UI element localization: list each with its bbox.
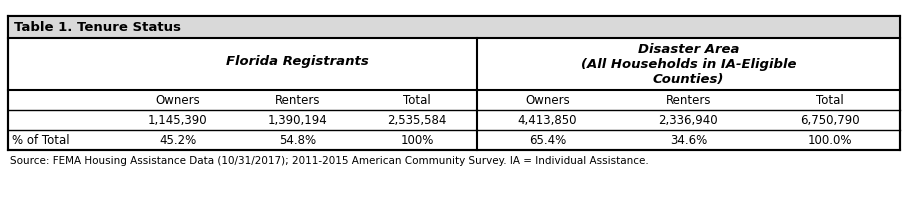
Text: % of Total: % of Total	[12, 134, 70, 147]
Text: 4,413,850: 4,413,850	[518, 113, 577, 126]
Text: 6,750,790: 6,750,790	[800, 113, 859, 126]
Text: Source: FEMA Housing Assistance Data (10/31/2017); 2011-2015 American Community : Source: FEMA Housing Assistance Data (10…	[10, 156, 648, 166]
Text: Disaster Area
(All Households in IA-Eligible
Counties): Disaster Area (All Households in IA-Elig…	[580, 43, 796, 86]
Bar	[8, 16, 900, 150]
Text: 100.0%: 100.0%	[807, 134, 852, 147]
Text: 34.6%: 34.6%	[670, 134, 707, 147]
Text: Florida Registrants: Florida Registrants	[226, 55, 369, 67]
Text: 100%: 100%	[400, 134, 434, 147]
Text: Owners: Owners	[155, 94, 200, 107]
Text: 45.2%: 45.2%	[159, 134, 196, 147]
Text: Renters: Renters	[274, 94, 321, 107]
Text: Owners: Owners	[525, 94, 569, 107]
Text: Renters: Renters	[666, 94, 711, 107]
Text: 65.4%: 65.4%	[528, 134, 566, 147]
Text: 2,336,940: 2,336,940	[658, 113, 718, 126]
Text: 1,390,194: 1,390,194	[268, 113, 327, 126]
Bar	[8, 16, 900, 38]
Text: Total: Total	[403, 94, 430, 107]
Text: 2,535,584: 2,535,584	[387, 113, 447, 126]
Text: 1,145,390: 1,145,390	[148, 113, 208, 126]
Text: Total: Total	[815, 94, 844, 107]
Text: Table 1. Tenure Status: Table 1. Tenure Status	[14, 21, 181, 34]
Text: 54.8%: 54.8%	[279, 134, 316, 147]
